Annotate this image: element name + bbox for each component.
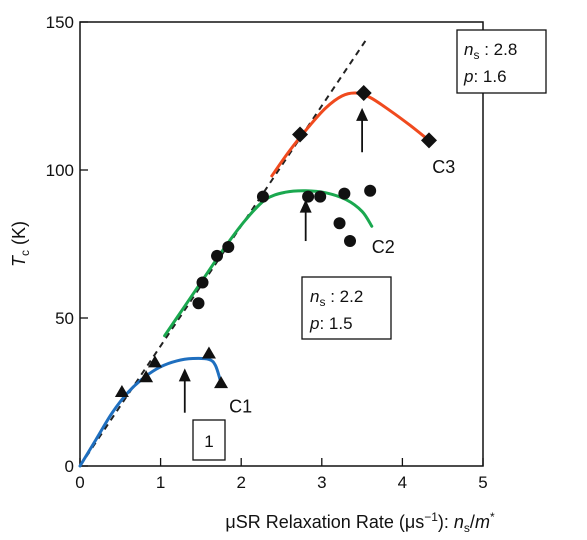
data-point-C1 (114, 385, 129, 397)
x-axis-ticks: 0 1 2 3 4 5 (75, 458, 488, 492)
y-tick-label: 50 (55, 309, 74, 328)
data-point-C2 (196, 276, 209, 289)
data-markers (114, 85, 437, 397)
box-1: 1 (192, 419, 226, 461)
data-point-C2 (333, 217, 346, 230)
curve-label-C1: C1 (229, 397, 252, 417)
y-axis-ticks: 0 50 100 150 (46, 13, 88, 476)
data-point-C3 (292, 126, 309, 143)
data-point-C2 (211, 249, 224, 262)
data-point-C2 (338, 187, 351, 200)
data-point-C2 (314, 190, 327, 203)
data-point-C2 (364, 184, 377, 197)
box-c2-ns-line: ns : 2.2 (310, 287, 363, 309)
box-1-text: 1 (204, 432, 213, 451)
arrows (178, 107, 369, 413)
arrow-head (299, 199, 312, 213)
x-tick-label: 5 (478, 473, 487, 492)
data-point-C2 (192, 297, 205, 310)
data-point-C1 (147, 355, 162, 368)
x-tick-label: 0 (75, 473, 84, 492)
data-point-C2 (302, 190, 315, 203)
x-tick-label: 4 (398, 473, 407, 492)
y-tick-label: 0 (65, 457, 74, 476)
data-point-C1 (139, 370, 154, 383)
dashed-guide-line (79, 39, 367, 467)
box-c3-ns-line: ns : 2.8 (464, 40, 517, 62)
x-axis-label: μSR Relaxation Rate (μs−1): ns/m* (225, 510, 495, 535)
data-point-C3 (420, 132, 437, 149)
box-c2-p-line: p: 1.5 (309, 314, 353, 333)
box-c3: ns : 2.8 p: 1.6 (456, 29, 547, 94)
y-axis-label: Tc (K) (9, 221, 32, 267)
plot-frame (79, 21, 484, 467)
arrow-head (178, 368, 191, 382)
data-point-C2 (222, 240, 235, 253)
data-point-C3 (355, 85, 372, 102)
data-point-C2 (256, 190, 269, 203)
x-tick-label: 1 (156, 473, 165, 492)
data-point-C2 (344, 235, 357, 248)
x-tick-label: 3 (317, 473, 326, 492)
y-tick-label: 150 (46, 13, 74, 32)
box-c2: ns : 2.2 p: 1.5 (301, 276, 392, 340)
x-tick-label: 2 (236, 473, 245, 492)
box-c3-p-line: p: 1.6 (463, 67, 507, 86)
curve-label-C2: C2 (372, 237, 395, 257)
data-point-C1 (214, 376, 229, 389)
data-point-C1 (201, 346, 216, 359)
y-tick-label: 100 (46, 161, 74, 180)
curve-label-C3: C3 (432, 157, 455, 177)
arrow-head (356, 107, 369, 121)
